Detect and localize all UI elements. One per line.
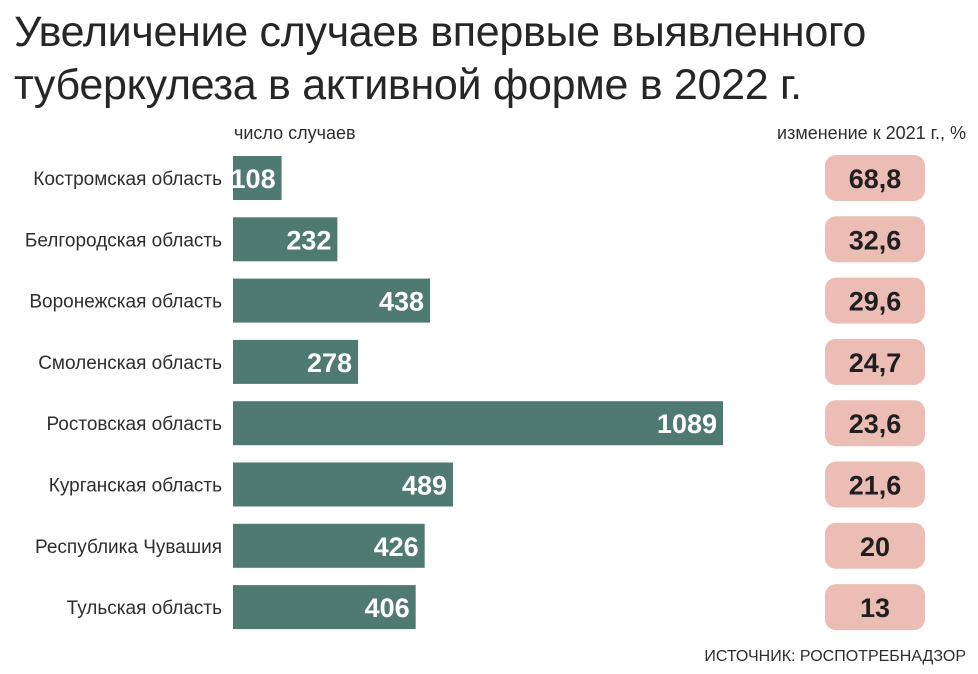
case-count-value: 1089 [657, 409, 717, 439]
change-value: 23,6 [849, 409, 902, 439]
case-count-value: 426 [374, 532, 419, 562]
change-badge [825, 338, 925, 385]
case-count-bar [233, 462, 454, 507]
region-label: Белгородская область [25, 230, 222, 251]
change-value: 24,7 [849, 348, 902, 378]
change-value: 20 [860, 532, 890, 562]
case-count-bar [233, 339, 359, 384]
change-value: 13 [860, 593, 890, 623]
region-label: Воронежская область [29, 292, 222, 313]
case-count-bar [233, 585, 416, 630]
chart-title: Увеличение случаев впервые выявленного т… [14, 6, 964, 112]
region-label: Республика Чувашия [35, 537, 222, 558]
case-count-bar [233, 401, 723, 446]
change-badge [825, 584, 925, 631]
change-badge [825, 522, 925, 569]
case-count-value: 278 [307, 348, 352, 378]
case-count-value: 489 [402, 471, 447, 501]
case-count-bar [233, 156, 282, 200]
region-label: Смоленская область [38, 353, 222, 374]
case-count-bar [233, 278, 431, 323]
change-value: 32,6 [849, 225, 902, 255]
region-label: Ростовская область [46, 414, 222, 435]
title-line-2: туберкулеза в активной форме в 2022 г. [14, 61, 802, 109]
change-column-label: изменение к 2021 г., % [777, 123, 966, 143]
change-value: 68,8 [849, 164, 902, 194]
change-badge [825, 216, 925, 263]
change-badge [825, 155, 925, 201]
region-label: Тульская область [67, 598, 222, 619]
change-badge [825, 461, 925, 508]
case-count-value: 232 [286, 225, 331, 255]
region-label: Курганская область [49, 476, 222, 497]
change-badge [825, 400, 925, 447]
case-count-value: 406 [365, 593, 410, 623]
case-count-bar [233, 523, 425, 568]
case-count-value: 108 [231, 164, 276, 194]
region-label: Костромская область [33, 169, 222, 190]
count-column-label: число случаев [234, 123, 356, 143]
source-note: ИСТОЧНИК: РОСПОТРЕБНАДЗОР [704, 648, 966, 665]
title-line-1: Увеличение случаев впервые выявленного [14, 8, 867, 56]
case-count-bar [233, 217, 338, 262]
change-value: 29,6 [849, 287, 902, 317]
change-badge [825, 277, 925, 324]
case-count-value: 438 [379, 287, 424, 317]
change-value: 21,6 [849, 471, 902, 501]
